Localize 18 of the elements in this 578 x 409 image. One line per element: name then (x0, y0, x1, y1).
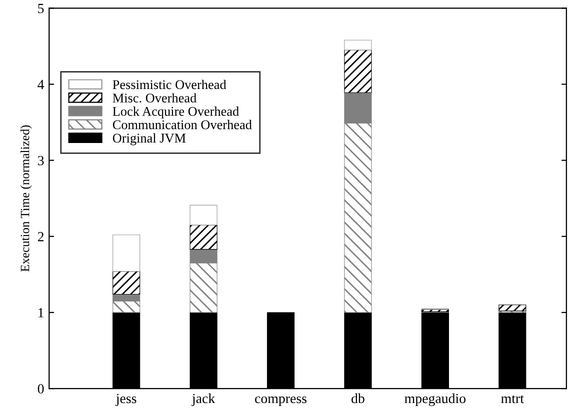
y-tick-label: 5 (38, 4, 44, 14)
x-tick-label: mtrt (501, 395, 524, 404)
legend-label: Original JVM (112, 133, 186, 146)
x-tick-label: db (352, 393, 364, 404)
x-tick-label: mpegaudio (404, 393, 466, 406)
legend-label: Communication Overhead (112, 120, 252, 130)
x-tick-label: jack (192, 393, 216, 406)
y-tick-label: 2 (38, 232, 44, 242)
legend-label: Pessimistic Overhead (112, 80, 226, 90)
x-tick-label: jess (116, 394, 136, 406)
y-tick-label: 0 (38, 384, 44, 394)
y-tick-label: 4 (38, 80, 44, 90)
x-tick-label: compress (255, 396, 306, 406)
y-tick-label: 3 (38, 156, 44, 166)
legend-label: Misc. Overhead (112, 93, 196, 103)
y-tick-label: 1 (38, 308, 44, 318)
y-axis-title: Execution Time (normalized) (20, 125, 32, 272)
legend-label: Lock Acquire Overhead (112, 106, 239, 119)
